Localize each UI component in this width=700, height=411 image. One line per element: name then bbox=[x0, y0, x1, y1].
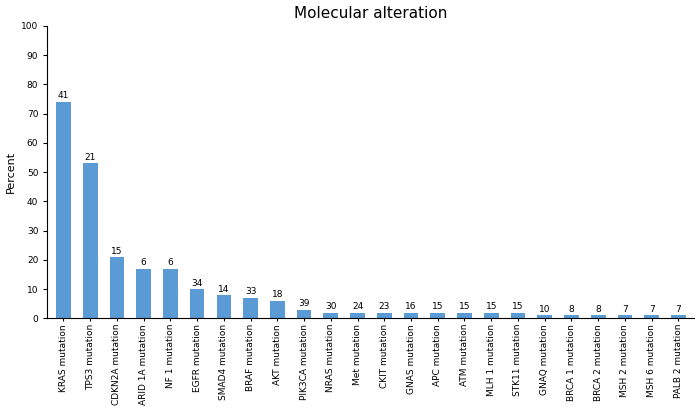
Bar bbox=[591, 316, 606, 319]
Text: 15: 15 bbox=[432, 302, 444, 311]
Bar bbox=[216, 295, 231, 319]
Text: 15: 15 bbox=[458, 302, 470, 311]
Text: 39: 39 bbox=[298, 299, 310, 308]
Text: 23: 23 bbox=[379, 302, 390, 311]
Text: 18: 18 bbox=[272, 291, 283, 299]
Bar bbox=[243, 298, 258, 319]
Bar bbox=[671, 316, 686, 319]
Text: 34: 34 bbox=[191, 279, 203, 288]
Bar bbox=[270, 301, 285, 319]
Text: 16: 16 bbox=[405, 302, 416, 311]
Text: 15: 15 bbox=[486, 302, 497, 311]
Text: 21: 21 bbox=[85, 153, 96, 162]
Text: 6: 6 bbox=[141, 258, 146, 267]
Bar bbox=[377, 312, 391, 319]
Text: 8: 8 bbox=[568, 305, 574, 314]
Text: 7: 7 bbox=[676, 305, 681, 314]
Y-axis label: Percent: Percent bbox=[6, 151, 15, 193]
Text: 15: 15 bbox=[111, 247, 122, 256]
Bar bbox=[83, 163, 97, 319]
Bar bbox=[644, 316, 659, 319]
Bar bbox=[510, 312, 525, 319]
Text: 14: 14 bbox=[218, 284, 230, 293]
Bar bbox=[350, 312, 365, 319]
Bar bbox=[56, 102, 71, 319]
Bar bbox=[110, 257, 125, 319]
Text: 7: 7 bbox=[622, 305, 628, 314]
Bar bbox=[538, 316, 552, 319]
Text: 15: 15 bbox=[512, 302, 524, 311]
Bar bbox=[190, 289, 204, 319]
Bar bbox=[430, 312, 445, 319]
Text: 33: 33 bbox=[245, 287, 256, 296]
Text: 41: 41 bbox=[57, 92, 69, 100]
Bar bbox=[564, 316, 579, 319]
Text: 7: 7 bbox=[649, 305, 654, 314]
Bar bbox=[484, 312, 498, 319]
Text: 6: 6 bbox=[167, 258, 174, 267]
Text: 24: 24 bbox=[352, 302, 363, 311]
Bar bbox=[617, 316, 632, 319]
Bar bbox=[297, 309, 312, 319]
Bar bbox=[323, 312, 338, 319]
Title: Molecular alteration: Molecular alteration bbox=[294, 6, 447, 21]
Text: 8: 8 bbox=[595, 305, 601, 314]
Bar bbox=[163, 269, 178, 319]
Bar bbox=[457, 312, 472, 319]
Text: 10: 10 bbox=[539, 305, 550, 314]
Bar bbox=[136, 269, 151, 319]
Text: 30: 30 bbox=[325, 302, 337, 311]
Bar bbox=[404, 312, 419, 319]
